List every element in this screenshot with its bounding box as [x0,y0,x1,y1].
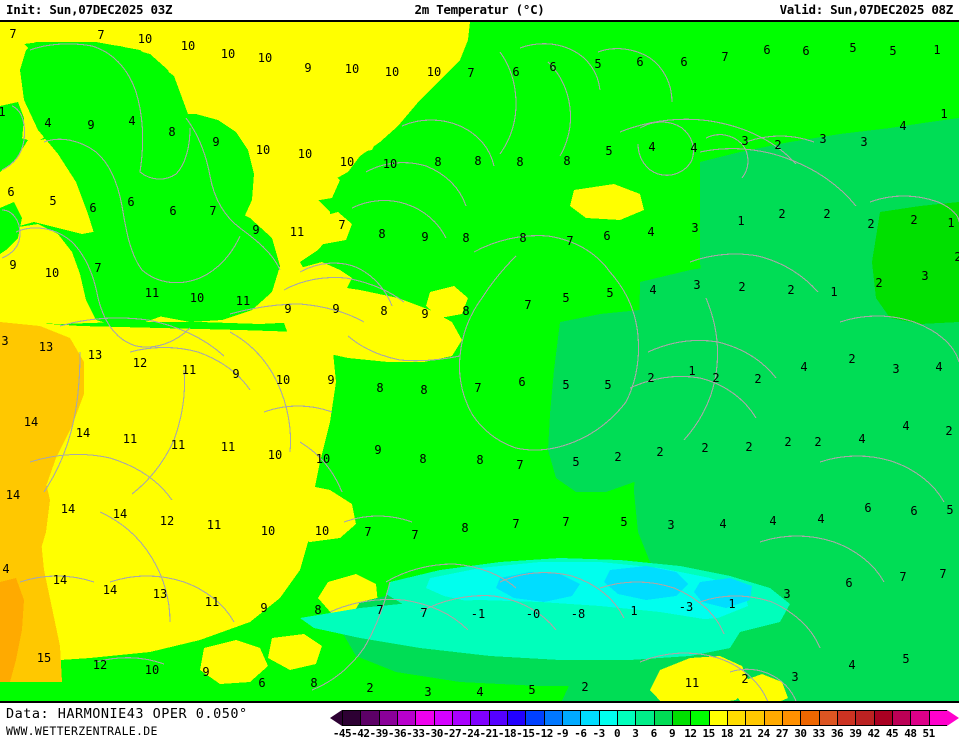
valid-time-label: Valid: Sun,07DEC2025 08Z [779,2,954,17]
legend-swatch [836,710,856,726]
legend-tick-label: 36 [830,727,844,740]
legend-swatch [616,710,636,726]
legend-swatch [653,710,672,726]
legend-swatch [891,710,911,726]
legend-swatch [525,710,544,726]
legend-tick-label: 45 [885,727,899,740]
legend-swatch [763,710,782,726]
legend-tick-label: 51 [922,727,936,740]
legend-tick-label: 12 [684,727,697,740]
legend-tick-label: 0 [613,727,621,740]
legend-tick-label: 39 [849,727,862,740]
legend-swatch [360,710,379,726]
legend-swatch [580,710,599,726]
legend-swatch [690,710,709,726]
legend-swatch [451,710,471,726]
legend-tick-label: -45 [332,727,352,740]
legend-swatch [635,710,654,726]
legend-tick-label: -15 [516,727,535,740]
temperature-field [0,22,959,701]
legend-tick-label: 24 [757,727,771,740]
legend-tick-label: 42 [867,727,881,740]
legend-swatch [671,710,691,726]
legend-tick-label: 3 [632,727,639,740]
legend-swatch [470,710,489,726]
legend-swatch [708,710,727,726]
legend-tick-label: 48 [904,727,917,740]
color-scale-bar [330,710,959,726]
legend-tick-label: 6 [650,727,658,740]
legend-tick-label: -30 [424,727,443,740]
legend-swatch [488,710,507,726]
legend-swatch [561,710,581,726]
legend-tick-label: 21 [739,727,752,740]
legend-tick-label: -6 [574,727,587,740]
legend-tick-label: -42 [351,727,370,740]
legend-swatch [800,710,819,726]
legend-swatch [342,710,361,726]
temperature-map[interactable]: 7710101010910101076656676655114948910101… [0,20,959,703]
legend-tick-label: 33 [812,727,826,740]
legend-min-arrow-icon [330,710,342,726]
legend-swatch [855,710,874,726]
legend-max-arrow-icon [946,710,959,726]
legend-tick-label: 18 [720,727,734,740]
page-title: 2m Temperatur (°C) [414,2,545,17]
legend-swatch [415,710,434,726]
legend-tick-label: 27 [775,727,789,740]
init-time-label: Init: Sun,07DEC2025 03Z [6,2,173,17]
legend-swatch [543,710,562,726]
map-header: Init: Sun,07DEC2025 03Z 2m Temperatur (°… [0,0,959,20]
legend-tick-label: -39 [369,727,388,740]
legend-swatch [781,710,801,726]
legend-swatch [726,710,746,726]
data-source-label: Data: HARMONIE43 OPER 0.050° [6,706,248,722]
color-scale-legend[interactable]: -45 -42 -39 -36 -33 -30 -27 -24 -21 -18 -15 -12 -9 -6… [330,710,959,741]
legend-swatch [818,710,837,726]
legend-tick-label: -3 [592,727,606,740]
legend-tick-label: -36 [387,727,407,740]
legend-tick-label: -9 [555,727,569,740]
legend-tick-label: -33 [406,727,425,740]
legend-swatch [873,710,892,726]
legend-swatch [928,710,947,726]
legend-tick-label: 9 [668,727,676,740]
legend-tick-label: 30 [794,727,807,740]
color-scale-ticks: -45 -42 -39 -36 -33 -30 -27 -24 -21 -18 -15 -12 -9 -6… [330,727,959,741]
legend-swatch [433,710,452,726]
legend-tick-label: -12 [534,727,553,740]
legend-swatch [910,710,929,726]
legend-tick-label: 15 [702,727,716,740]
legend-swatch [745,710,764,726]
legend-swatch [378,710,397,726]
legend-tick-label: -24 [461,727,480,740]
legend-tick-label: -27 [442,727,462,740]
legend-swatch [506,710,526,726]
legend-tick-label: -21 [479,727,498,740]
legend-swatch [396,710,416,726]
legend-swatch [598,710,617,726]
legend-tick-label: -18 [497,727,517,740]
website-label: WWW.WETTERZENTRALE.DE [6,724,158,738]
